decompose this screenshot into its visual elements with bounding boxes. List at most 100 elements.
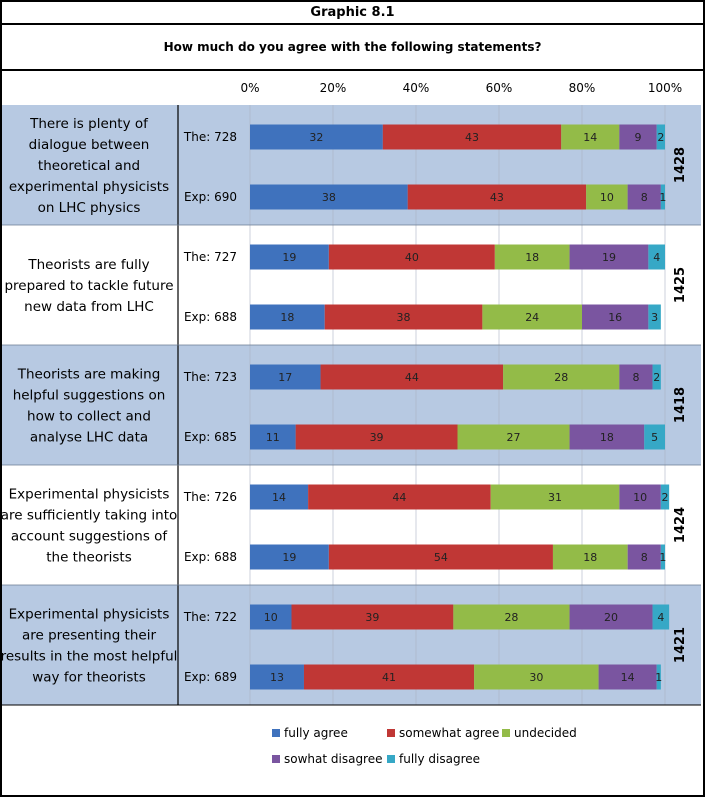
data-label: 2	[657, 131, 664, 144]
data-label: 38	[322, 191, 336, 204]
data-label: 19	[282, 251, 296, 264]
data-label: 44	[392, 491, 406, 504]
group-total: 1428	[673, 147, 688, 183]
data-label: 18	[583, 551, 597, 564]
row-label: The: 722	[183, 610, 237, 624]
bar-segment	[308, 484, 491, 510]
data-label: 31	[548, 491, 562, 504]
bar-segment	[627, 184, 661, 210]
data-label: 43	[490, 191, 504, 204]
data-label: 28	[554, 371, 568, 384]
data-label: 20	[604, 611, 618, 624]
data-label: 41	[382, 671, 396, 684]
bar-segment	[561, 124, 620, 150]
bar-segment	[627, 544, 661, 570]
data-label: 14	[621, 671, 635, 684]
legend-swatch	[387, 729, 395, 737]
bar-segment	[303, 664, 475, 690]
row-label: Exp: 688	[184, 550, 237, 564]
data-label: 17	[278, 371, 292, 384]
bar-segment	[660, 184, 665, 210]
data-label: 19	[282, 551, 296, 564]
statement-text: helpful suggestions on	[13, 388, 166, 404]
legend-label: somewhat agree	[399, 726, 500, 740]
data-label: 10	[633, 491, 647, 504]
legend-swatch	[387, 755, 395, 763]
data-label: 5	[651, 431, 658, 444]
data-label: 18	[600, 431, 614, 444]
bar-segment	[457, 424, 570, 450]
x-tick-label: 60%	[486, 81, 513, 95]
data-label: 24	[525, 311, 539, 324]
bar-segment	[586, 184, 628, 210]
statement-text: prepared to tackle future	[4, 278, 173, 294]
bar-segment	[320, 364, 504, 390]
data-label: 18	[280, 311, 294, 324]
group-total: 1421	[673, 627, 688, 663]
data-label: 27	[507, 431, 521, 444]
bar-segment	[652, 364, 661, 390]
bar-segment	[250, 484, 309, 510]
bar-segment	[656, 124, 665, 150]
data-label: 39	[365, 611, 379, 624]
data-label: 2	[653, 371, 660, 384]
data-label: 3	[651, 311, 658, 324]
bar-segment	[569, 424, 645, 450]
data-label: 10	[264, 611, 278, 624]
bar-segment	[382, 124, 562, 150]
data-label: 1	[655, 671, 662, 684]
row-label: Exp: 689	[184, 670, 237, 684]
data-label: 18	[525, 251, 539, 264]
legend-item: undecided	[502, 726, 577, 740]
bar-segment	[648, 244, 665, 270]
bar-segment	[656, 664, 661, 690]
row-label: Exp: 690	[184, 190, 237, 204]
bar-segment	[250, 664, 304, 690]
data-label: 16	[608, 311, 622, 324]
statement-text: There is plenty of	[29, 116, 149, 132]
data-label: 8	[632, 371, 639, 384]
x-tick-label: 80%	[569, 81, 596, 95]
data-label: 54	[434, 551, 448, 564]
bar-segment	[652, 604, 670, 630]
question-title: How much do you agree with the following…	[2, 25, 703, 71]
statement-text: way for theorists	[32, 670, 146, 686]
data-label: 30	[529, 671, 543, 684]
legend-item: somewhat agree	[387, 726, 499, 740]
row-label: Exp: 688	[184, 310, 237, 324]
bar-segment	[328, 544, 553, 570]
row-label: Exp: 685	[184, 430, 237, 444]
data-label: 32	[309, 131, 323, 144]
bar-segment	[619, 364, 653, 390]
data-label: 28	[504, 611, 518, 624]
bar-segment	[644, 424, 665, 450]
statement-text: how to collect and	[27, 409, 151, 425]
data-label: 8	[641, 551, 648, 564]
bar-segment	[660, 544, 665, 570]
bar-segment	[250, 424, 296, 450]
data-label: 4	[657, 611, 664, 624]
row-label: The: 728	[183, 130, 237, 144]
legend-label: sowhat disagree	[284, 752, 383, 766]
x-tick-label: 100%	[648, 81, 682, 95]
bar-segment	[569, 244, 649, 270]
group-total: 1424	[673, 507, 688, 543]
data-label: 9	[635, 131, 642, 144]
row-label: The: 723	[183, 370, 237, 384]
data-label: 44	[405, 371, 419, 384]
statement-text: on LHC physics	[38, 200, 141, 216]
legend-label: fully agree	[284, 726, 348, 740]
statement-text: are sufficiently taking into	[1, 508, 178, 524]
bar-segment	[328, 244, 495, 270]
statement-text: Experimental physicists	[9, 607, 170, 623]
data-label: 40	[405, 251, 419, 264]
data-label: 19	[602, 251, 616, 264]
x-tick-label: 40%	[403, 81, 430, 95]
x-tick-label: 20%	[320, 81, 347, 95]
graphic-title: Graphic 8.1	[2, 2, 703, 25]
statement-text: account suggestions of	[11, 529, 169, 545]
statement-text: are presenting their	[22, 628, 157, 644]
data-label: 14	[583, 131, 597, 144]
bar-segment	[582, 304, 649, 330]
statement-text: new data from LHC	[24, 299, 154, 315]
